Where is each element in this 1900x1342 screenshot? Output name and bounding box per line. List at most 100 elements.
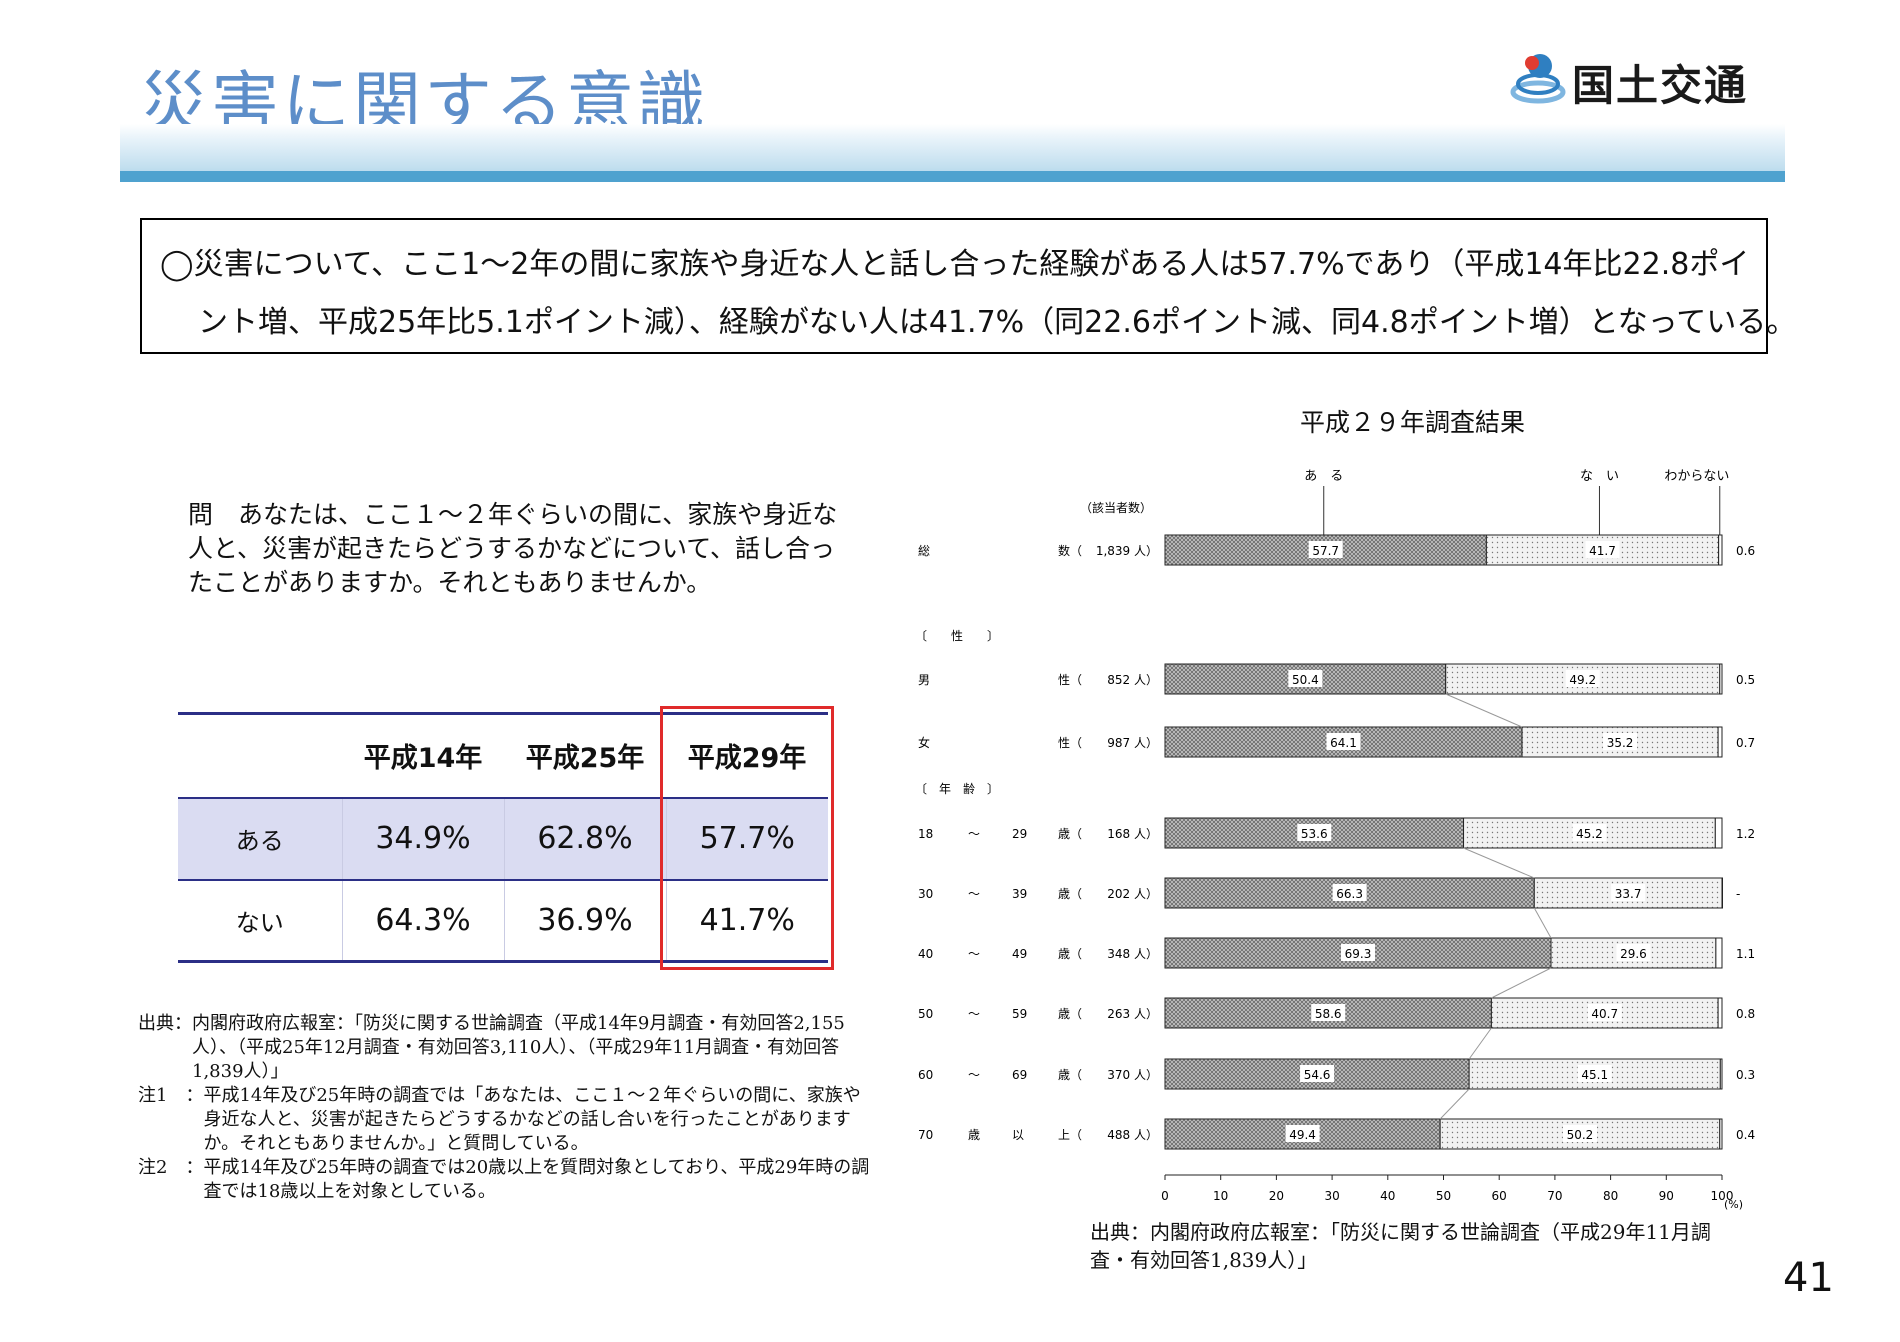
chart-source: 出典：内閣府政府広報室：「防災に関する世論調査（平成29年11月調査・有効回答1… [1090,1220,1711,1272]
survey-question: 問 あなたは、ここ１〜２年ぐらいの間に、家族や身近な人と、災害が起きたらどうする… [188,500,838,597]
data-label-wakaranai: 1.2 [1736,827,1755,841]
data-label-nai-bg [1562,1125,1597,1142]
data-label-aru: 54.6 [1304,1068,1331,1082]
bar-segment-wakaranai [1719,663,1723,695]
row-label: 39 [1012,887,1027,901]
row-label: 30 [918,887,933,901]
ministry-logo: 国土交通省 [1510,48,1790,171]
bar-segment-wakaranai [1719,1118,1723,1150]
data-label-nai-bg [1585,541,1620,558]
summary-line-2: ント増、平成25年比5.1ポイント減）、経験がない人は41.7%（同22.6ポイ… [198,305,1797,340]
x-tick-label: 20 [1269,1189,1284,1203]
data-label-aru: 53.6 [1301,827,1328,841]
legend-label: わからない [1664,469,1729,484]
row-label: 性（ [1058,673,1082,687]
data-label-nai-bg [1616,944,1651,961]
row-label: 女 [918,735,930,750]
row-label: 60 [918,1068,933,1082]
highlight-box [660,706,834,970]
table-header-row: 平成14年 平成25年 平成29年 [178,713,828,798]
section-label-sex: 〔 性 〕 [915,629,999,643]
data-label-aru-bg [1332,884,1367,901]
data-label-nai: 41.7 [1589,544,1616,558]
table-cell: 36.9% [503,879,666,963]
data-label-nai: 49.2 [1569,673,1596,687]
x-tick-label: 30 [1324,1189,1339,1203]
row-label: 歳（ [1058,887,1082,901]
bar-segment-wakaranai [1721,877,1723,909]
row-label: 歳 [968,1128,980,1142]
row-label: 以 [1012,1128,1024,1142]
column-header: 平成14年 [363,743,483,775]
row-label: 男 [918,673,930,687]
data-label-wakaranai: 0.4 [1736,1128,1755,1142]
page-number: 41 [1783,1255,1834,1301]
bar-segment-wakaranai [1714,817,1723,849]
row-label: 上（ [1058,1128,1082,1142]
data-label-aru: 64.1 [1330,736,1357,750]
stacked-bar-chart: あ る な い わからない （該当者数） 〔 性 〕〔 年 齢 〕総 数（ 1,839 人）… [915,469,1755,1211]
data-label-wakaranai: 0.3 [1736,1068,1755,1082]
data-label-nai: 45.1 [1581,1068,1608,1082]
x-tick-label: 50 [1436,1189,1451,1203]
row-label: 数（ [1058,543,1082,558]
table-row: ない 64.3% 36.9% 41.7% [178,879,828,963]
row-label: 性（ [1058,736,1082,750]
row-count: 1,839 人） [1096,544,1158,558]
x-tick-label: 60 [1492,1189,1507,1203]
data-label-aru: 49.4 [1289,1128,1316,1142]
connector-line [1491,967,1552,999]
data-label-aru: 69.3 [1345,947,1372,961]
bar-segment-wakaranai [1717,997,1723,1029]
data-label-wakaranai: 0.8 [1736,1007,1755,1021]
connector-line [1445,693,1523,728]
data-label-aru-bg [1285,1125,1320,1142]
x-axis-unit: (%) [1724,1198,1743,1211]
row-label: 〜 [968,887,980,901]
chart-title: 平成２９年調査結果 [1300,408,1526,437]
data-label-aru: 57.7 [1312,544,1339,558]
column-header: 平成29年 [687,743,807,775]
note-1: 注1 ： 平成14年及び25年時の調査では「あなたは、ここ１〜２年ぐらいの間に、… [138,1084,878,1156]
note-text: 平成14年及び25年時の調査では「あなたは、ここ１〜２年ぐらいの間に、家族や身近… [203,1085,861,1154]
data-label-nai-bg [1603,733,1638,750]
row-label: 〜 [968,1007,980,1021]
row-label: 69 [1012,1068,1027,1082]
row-label: 〜 [968,947,980,961]
note-label: 注2 ： [138,1157,204,1178]
table-cell: 41.7% [665,879,828,963]
row-label: 49 [1012,947,1027,961]
table-cell: 64.3% [341,879,504,963]
data-label-aru: 50.4 [1292,673,1319,687]
row-label: 〜 [968,1068,980,1082]
connector-line [1439,1088,1470,1120]
table-cell: 57.7% [665,796,828,881]
note-text: 内閣府政府広報室：「防災に関する世論調査（平成14年9月調査・有効回答2,155… [192,1013,845,1082]
data-label-wakaranai: 0.5 [1736,673,1755,687]
bar-segment-aru [1164,877,1535,909]
row-label: 50 [918,1007,933,1021]
data-label-nai-bg [1577,1065,1612,1082]
row-count: 987 人） [1107,736,1158,750]
data-label-aru-bg [1288,670,1323,687]
section-label-age: 〔 年 齢 〕 [915,781,999,796]
comparison-table: 平成14年 平成25年 平成29年 ある 34.9% 62.8% 57.7% な… [178,712,828,963]
bar-segment-wakaranai [1717,726,1723,758]
data-label-nai: 33.7 [1615,887,1642,901]
row-label: 歳（ [1058,1068,1082,1082]
x-tick-label: 0 [1161,1189,1169,1203]
data-label-nai-bg [1565,670,1600,687]
row-label: 18 [918,827,933,841]
note-2: 注2 ： 平成14年及び25年時の調査では20歳以上を質問対象としており、平成2… [138,1156,878,1204]
column-header: 平成25年 [525,743,645,775]
legend-label: あ る [1304,469,1343,484]
header-divider [120,171,1785,182]
source-notes: 出典： 内閣府政府広報室：「防災に関する世論調査（平成14年9月調査・有効回答2… [138,1012,878,1204]
bar-segment-wakaranai [1715,937,1723,969]
row-label: 〜 [968,827,980,841]
data-label-nai-bg [1572,824,1607,841]
bar-segment-aru [1164,726,1523,758]
row-label: ある [178,796,342,881]
bar-segment-nai [1490,997,1719,1029]
connector-line [1533,907,1552,939]
